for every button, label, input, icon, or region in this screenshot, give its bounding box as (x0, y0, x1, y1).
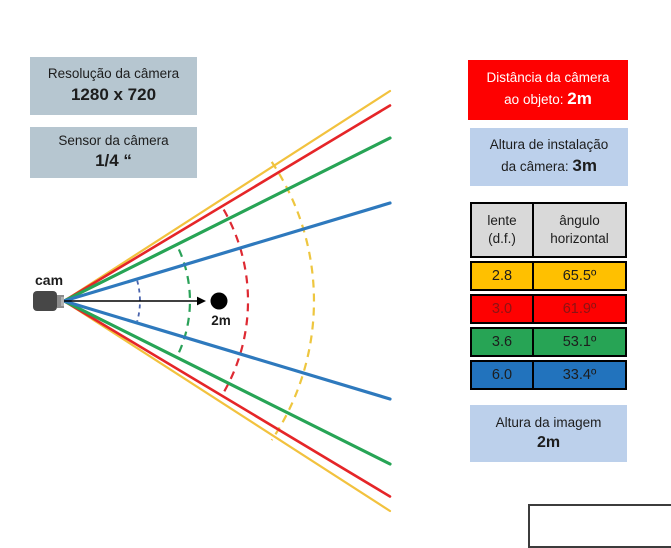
angle-cell: 65.5º (533, 261, 627, 291)
object-distance-box: Distância da câmera ao objeto: 2m (468, 60, 628, 120)
install-height-value: 3m (572, 155, 597, 175)
angle-cell: 33.4º (533, 360, 627, 390)
sensor-value: 1/4 “ (95, 151, 132, 171)
lens-table-header-lens: lente (d.f.) (470, 202, 533, 258)
object-distance-value: 2m (567, 88, 592, 108)
resolution-box: Resolução da câmera 1280 x 720 (30, 57, 197, 115)
cone-lens-3.6 (62, 136, 392, 466)
arc-lens-6.0 (136, 280, 141, 322)
object-distance-line2: ao objeto: 2m (504, 88, 592, 111)
lens-table-header: lente (d.f.) ângulo horizontal (470, 202, 627, 258)
lens-cell: 6.0 (470, 360, 533, 390)
fov-diagram: cam 2m (33, 89, 392, 513)
lens-table-header-angle: ângulo horizontal (533, 202, 627, 258)
sensor-box: Sensor da câmera 1/4 “ (30, 127, 197, 178)
angle-cell: 53.1º (533, 327, 627, 357)
header-lente: lente (487, 212, 517, 228)
camera-icon (33, 291, 57, 311)
lens-cell: 2.8 (470, 261, 533, 291)
resolution-label: Resolução da câmera (47, 66, 180, 82)
install-height-prefix: da câmera: (501, 158, 573, 174)
partial-cutoff-box (528, 504, 671, 548)
install-height-box: Altura de instalação da câmera: 3m (470, 128, 628, 186)
object-distance-label: 2m (211, 313, 231, 328)
image-height-box: Altura da imagem 2m (470, 405, 627, 462)
header-df: (d.f.) (488, 231, 516, 246)
object-dot (210, 292, 228, 310)
arc-lens-2.8 (270, 161, 315, 441)
distance-arrowhead-icon (197, 296, 206, 306)
image-height-value: 2m (536, 433, 561, 451)
object-distance-prefix: ao objeto: (504, 91, 568, 107)
header-angulo: ângulo (559, 212, 600, 228)
image-height-line1: Altura da imagem (495, 414, 602, 430)
camera-fov-slide: { "left_panel": { "resolution_box": { "l… (30, 57, 671, 548)
camera-lens-icon (57, 295, 64, 308)
cone-lens-6.0 (62, 201, 392, 401)
cone-lens-3.0 (62, 104, 392, 498)
table-row: 3.6 53.1º (470, 327, 627, 357)
camera-label: cam (35, 272, 63, 288)
header-horizontal: horizontal (550, 231, 609, 246)
object-distance-line1: Distância da câmera (486, 70, 610, 86)
resolution-value: 1280 x 720 (70, 84, 157, 104)
lens-cell: 3.6 (470, 327, 533, 357)
table-row: 6.0 33.4º (470, 360, 627, 390)
angle-cell: 61.9º (533, 294, 627, 324)
table-row: 3.0 61.9º (470, 294, 627, 324)
sensor-label: Sensor da câmera (58, 132, 169, 148)
camera-lens-highlight (61, 297, 64, 306)
lens-angle-table: lente (d.f.) ângulo horizontal 2.8 65.5º… (470, 199, 627, 393)
install-height-line2: da câmera: 3m (501, 155, 597, 178)
table-row: 2.8 65.5º (470, 261, 627, 291)
install-height-line1: Altura de instalação (489, 137, 609, 153)
lens-cell: 3.0 (470, 294, 533, 324)
cone-lens-2.8 (62, 89, 392, 513)
